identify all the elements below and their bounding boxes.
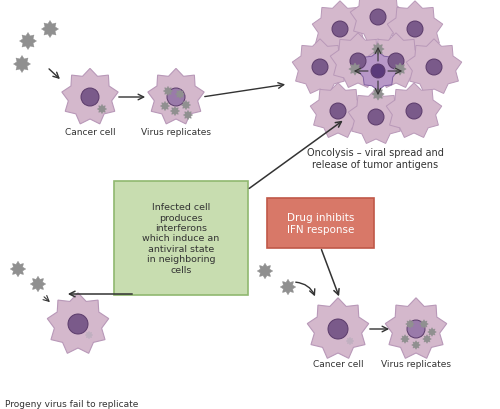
Polygon shape [280,280,296,295]
Polygon shape [346,337,354,345]
Polygon shape [292,40,348,94]
Polygon shape [428,328,436,337]
Text: Cancer cell: Cancer cell [312,359,364,368]
Polygon shape [30,276,46,292]
Text: Drug inhibits
IFN response: Drug inhibits IFN response [287,213,354,234]
Circle shape [328,319,348,339]
Polygon shape [257,264,273,279]
Circle shape [332,22,348,38]
Polygon shape [148,69,204,125]
Circle shape [407,320,425,338]
Polygon shape [406,320,414,328]
Polygon shape [308,298,368,358]
Text: Oncolysis – viral spread and
release of tumor antigens: Oncolysis – viral spread and release of … [306,148,444,169]
Polygon shape [184,111,192,120]
Polygon shape [400,335,409,344]
Circle shape [368,110,384,126]
Polygon shape [312,2,368,56]
Polygon shape [62,69,118,125]
Circle shape [81,89,99,107]
Circle shape [371,65,385,79]
Polygon shape [368,34,424,88]
Polygon shape [388,2,442,56]
Circle shape [388,54,404,70]
Polygon shape [10,262,26,277]
Polygon shape [422,335,432,344]
Circle shape [407,22,423,38]
Circle shape [68,314,88,334]
Text: Virus replicates: Virus replicates [141,128,211,137]
Circle shape [350,54,366,70]
Circle shape [426,60,442,76]
Circle shape [406,104,422,120]
Polygon shape [170,107,179,117]
Polygon shape [420,320,428,328]
Polygon shape [182,101,190,110]
Polygon shape [350,0,406,44]
Circle shape [167,89,185,107]
Polygon shape [386,298,446,358]
Polygon shape [406,40,462,94]
Circle shape [312,60,328,76]
FancyBboxPatch shape [267,198,374,248]
Polygon shape [20,34,36,50]
Polygon shape [386,83,442,138]
Text: Progeny virus fail to replicate: Progeny virus fail to replicate [5,399,138,408]
Polygon shape [42,21,58,38]
Polygon shape [164,87,172,97]
Polygon shape [394,64,406,76]
Polygon shape [85,331,93,339]
Polygon shape [310,83,366,138]
Polygon shape [348,90,404,144]
FancyBboxPatch shape [114,182,248,295]
Polygon shape [412,341,420,349]
Polygon shape [372,89,384,101]
Polygon shape [14,56,30,73]
Polygon shape [98,105,106,115]
Polygon shape [160,102,170,111]
Polygon shape [372,44,384,56]
Polygon shape [48,293,108,353]
Circle shape [330,104,346,120]
Text: Infected cell
produces
interferons
which induce an
antiviral state
in neighborin: Infected cell produces interferons which… [142,203,220,274]
Polygon shape [358,52,398,91]
Polygon shape [349,64,361,76]
Text: Cancer cell: Cancer cell [64,128,116,137]
Polygon shape [176,90,184,99]
Text: Virus replicates: Virus replicates [381,359,451,368]
Polygon shape [330,34,386,88]
Circle shape [370,10,386,26]
